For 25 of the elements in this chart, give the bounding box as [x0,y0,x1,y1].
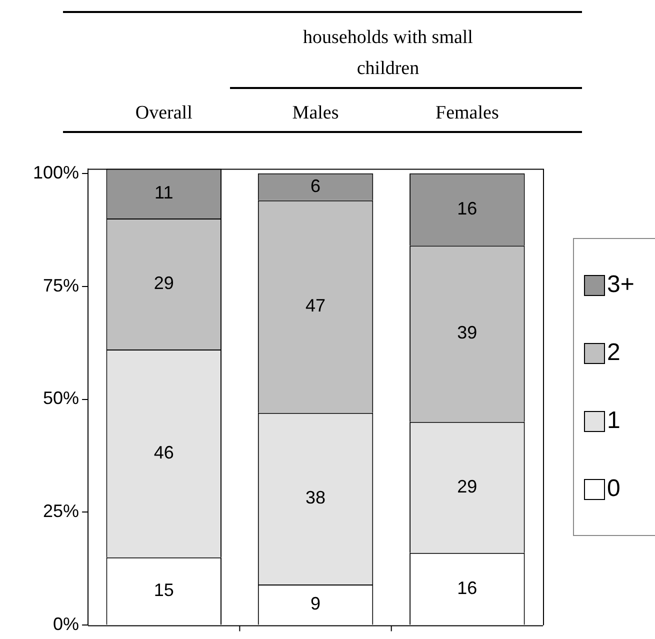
data-label: 47 [306,296,326,316]
data-label: 29 [457,476,478,496]
data-label: 16 [457,198,478,218]
data-label: 6 [310,176,321,196]
y-tick-label: 75% [43,275,80,296]
y-tick-label: 0% [53,614,80,634]
x-tick-label: Females [436,102,499,124]
y-tick-label: 100% [32,162,80,182]
legend-label: 1 [607,407,620,435]
data-label: 29 [154,273,174,293]
y-tick-label: 50% [43,388,80,408]
text: households with small children [302,26,474,81]
data-label: 11 [154,182,174,203]
legend-label: 3+ [607,271,634,299]
data-label: 16 [457,578,478,598]
data-label: 9 [310,594,321,614]
y-tick-label: 25% [43,501,80,522]
text: 0 [607,475,620,503]
data-label: 38 [306,488,326,508]
x-tick-label: Overall [135,102,192,124]
data-label: 15 [154,580,174,600]
legend-label: 2 [607,339,620,367]
data-label: 46 [154,442,174,462]
x-tick-label: Males [292,102,339,124]
data-label: 39 [457,322,478,343]
